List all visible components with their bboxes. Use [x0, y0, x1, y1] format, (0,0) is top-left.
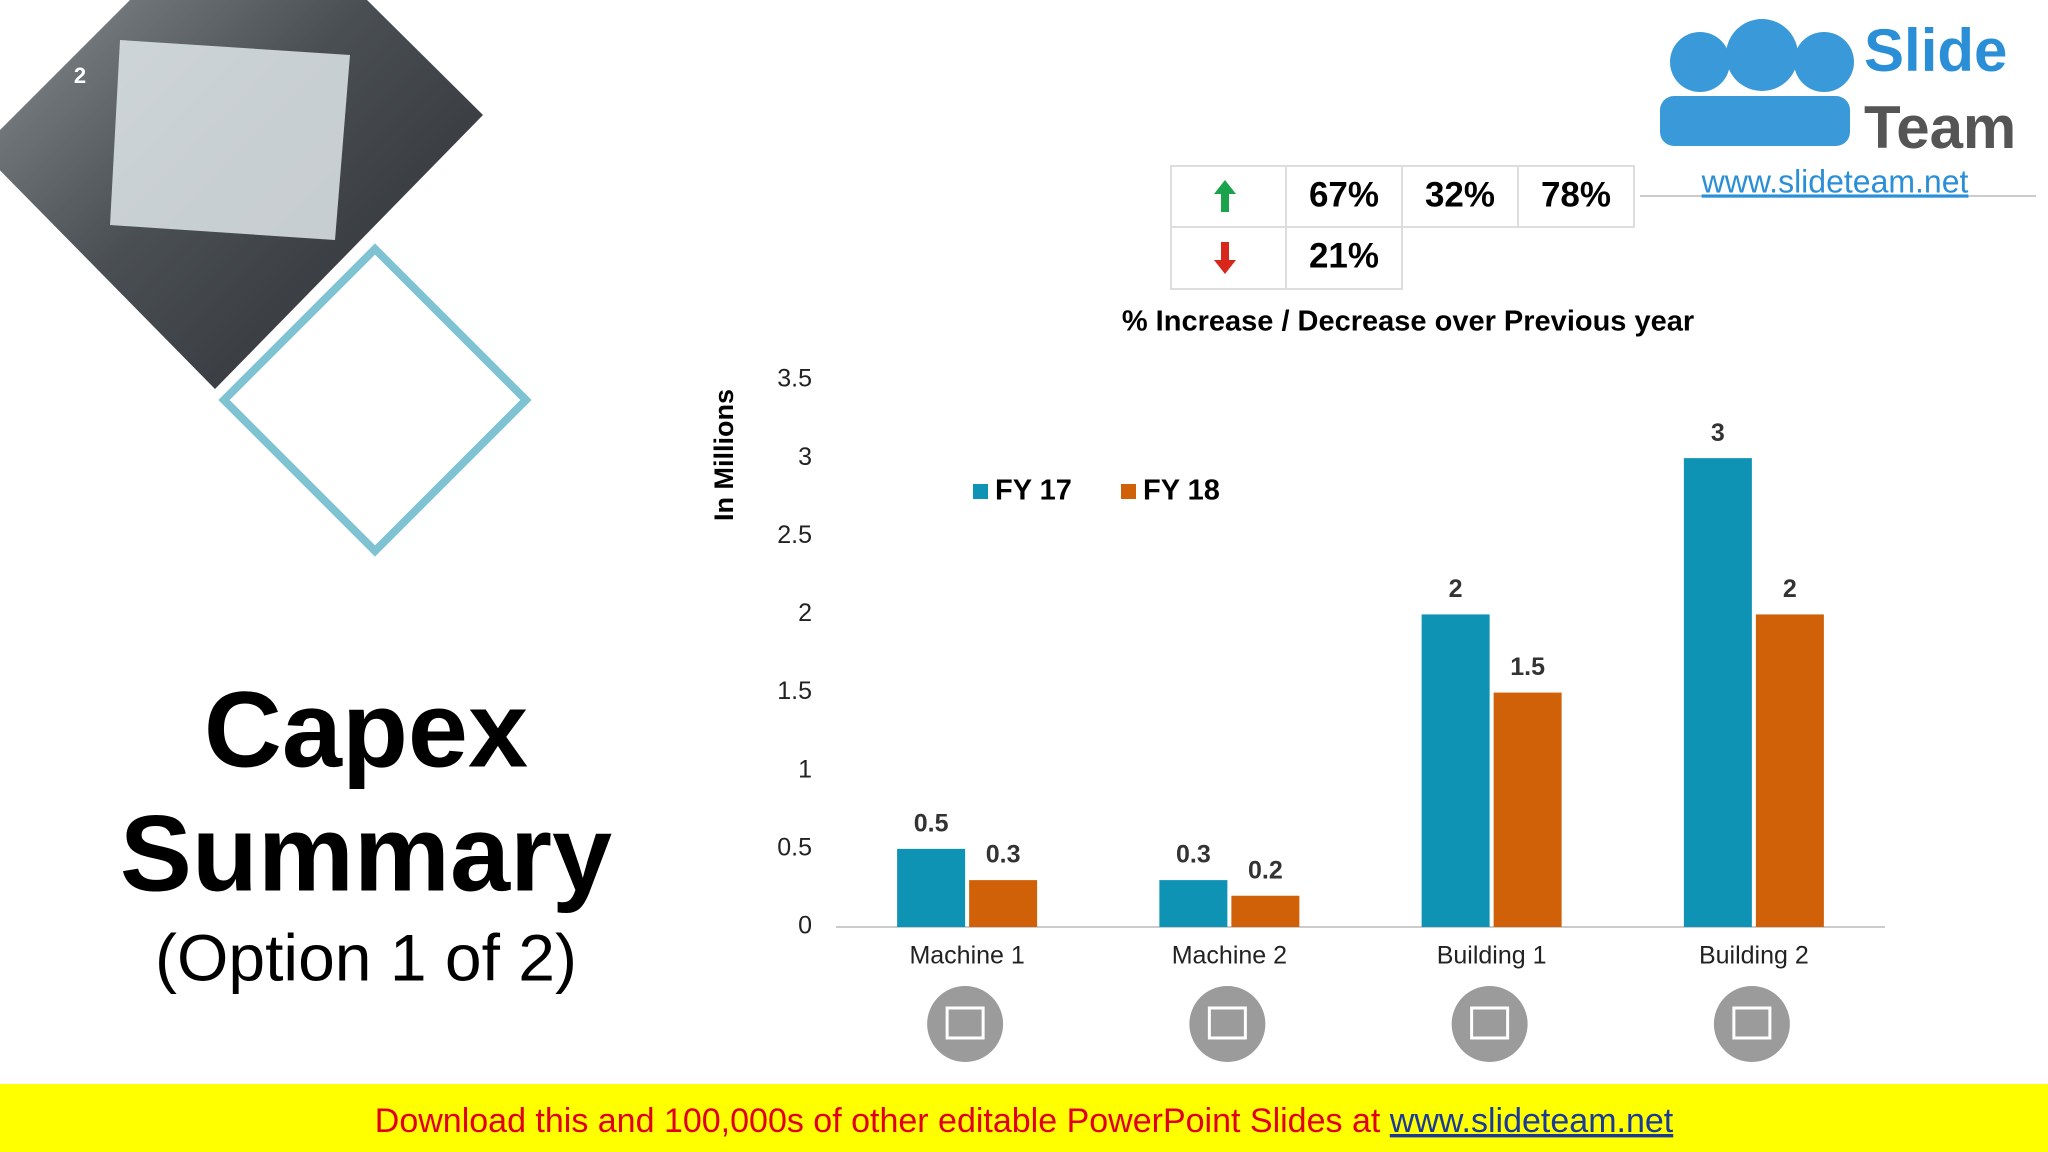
bar: [1683, 458, 1752, 927]
x-tick-label: Building 2: [1699, 942, 1809, 970]
data-label: 0.5: [914, 809, 949, 837]
banner: [0, 1084, 2048, 1152]
logo-body: [1660, 96, 1850, 146]
change-table: [1170, 165, 1635, 290]
title-line: Capex: [204, 669, 528, 790]
x-tick-label: Building 1: [1437, 942, 1547, 970]
y-tick-label: 1.5: [777, 677, 812, 705]
bar: [1755, 614, 1824, 927]
table-cell: 32%: [1425, 175, 1495, 214]
bar: [1421, 614, 1490, 927]
y-axis-label: In Millions: [709, 389, 739, 521]
legend-label: FY 18: [1143, 475, 1220, 507]
laptop-screen: [110, 40, 350, 240]
bar: [1231, 895, 1300, 927]
slide-number: 2: [74, 63, 86, 88]
table-cell: 67%: [1309, 175, 1379, 214]
legend-swatch: [973, 484, 988, 499]
bar: [969, 880, 1038, 927]
logo-text: Slide: [1864, 17, 2007, 84]
y-tick-label: 2.5: [777, 521, 812, 549]
table-caption: % Increase / Decrease over Previous year: [1122, 306, 1694, 338]
y-tick-label: 3: [798, 443, 812, 471]
y-tick-label: 0: [798, 912, 812, 940]
data-label: 0.3: [1176, 841, 1211, 869]
data-label: 0.2: [1248, 856, 1283, 884]
category-icon-glyph: [1207, 1006, 1247, 1040]
banner-url[interactable]: www.slideteam.net: [1389, 1102, 1674, 1140]
y-tick-label: 2: [798, 599, 812, 627]
category-icon: [1189, 986, 1266, 1062]
data-label: 3: [1711, 419, 1725, 447]
category-icon-glyph: [1732, 1006, 1772, 1040]
category-icon-glyph: [945, 1006, 985, 1040]
category-icon: [1451, 986, 1528, 1062]
banner-message: Download this and 100,000s of other edit…: [375, 1102, 1381, 1140]
category-icon: [1713, 986, 1790, 1062]
x-tick-label: Machine 2: [1172, 942, 1287, 970]
bar: [1493, 692, 1562, 927]
data-label: 0.3: [986, 841, 1021, 869]
category-icon: [927, 986, 1004, 1062]
x-tick-label: Machine 1: [909, 942, 1024, 970]
logo: Slide Team www.slideteam.net: [1640, 17, 2036, 199]
data-label: 2: [1783, 575, 1797, 603]
legend-label: FY 17: [995, 475, 1072, 507]
legend-swatch: [1121, 484, 1136, 499]
logo-head: [1794, 32, 1854, 92]
data-label: 1.5: [1510, 653, 1545, 681]
data-label: 2: [1449, 575, 1463, 603]
down-arrow: [1214, 242, 1236, 274]
table-cell: 78%: [1541, 175, 1611, 214]
logo-text: Team: [1864, 94, 2016, 161]
bar: [1159, 880, 1228, 927]
table-cell: 21%: [1309, 236, 1379, 275]
y-tick-label: 3.5: [777, 365, 812, 393]
y-tick-label: 1: [798, 755, 812, 783]
title-line: Summary: [120, 793, 612, 914]
subtitle: (Option 1 of 2): [155, 920, 577, 994]
bar: [897, 848, 966, 927]
logo-head: [1726, 19, 1798, 91]
logo-url[interactable]: www.slideteam.net: [1701, 163, 1969, 199]
up-arrow: [1214, 180, 1236, 212]
category-icon-glyph: [1470, 1006, 1510, 1040]
outline-diamond: [218, 243, 532, 557]
banner-text: Download this and 100,000s of other edit…: [375, 1102, 1674, 1140]
y-tick-label: 0.5: [777, 833, 812, 861]
logo-head: [1670, 32, 1730, 92]
